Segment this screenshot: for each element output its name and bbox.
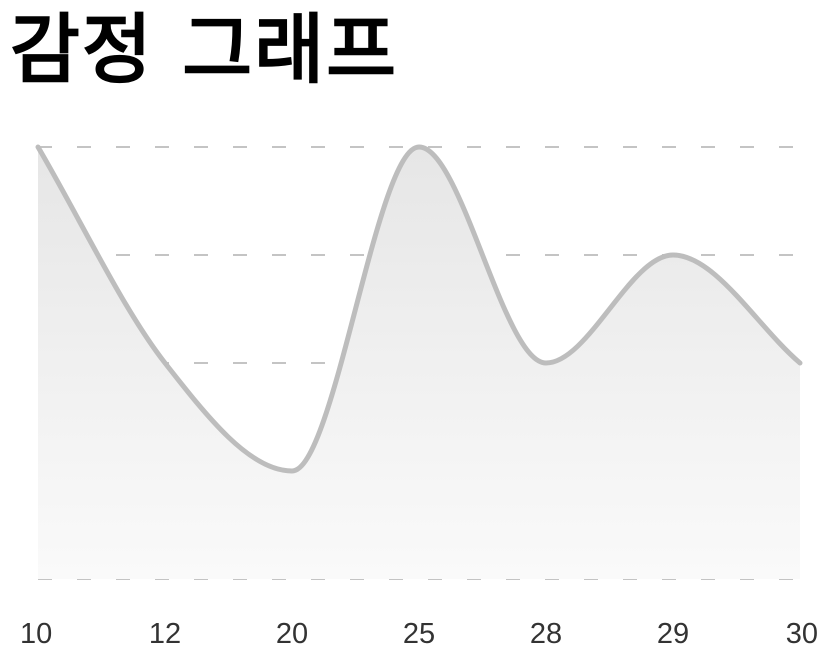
x-tick-label: 10: [20, 618, 52, 650]
data-points: [36, 145, 802, 473]
data-point: [671, 253, 675, 257]
page-title: 감정 그래프: [10, 5, 399, 94]
data-point: [798, 361, 802, 365]
data-point: [417, 145, 421, 149]
x-tick-label: 12: [149, 618, 181, 650]
data-point: [290, 469, 294, 473]
area-fill-path: [38, 147, 800, 579]
x-tick-label: 25: [403, 618, 435, 650]
area-fill: [38, 147, 800, 579]
data-point: [544, 361, 548, 365]
x-tick-label: 20: [276, 618, 308, 650]
x-axis-ticks: 10 12 20 25 28 29 30: [20, 618, 818, 650]
data-point: [36, 145, 40, 149]
x-tick-label: 28: [530, 618, 562, 650]
x-tick-label: 30: [786, 618, 818, 650]
data-point: [163, 361, 167, 365]
x-tick-label: 29: [657, 618, 689, 650]
